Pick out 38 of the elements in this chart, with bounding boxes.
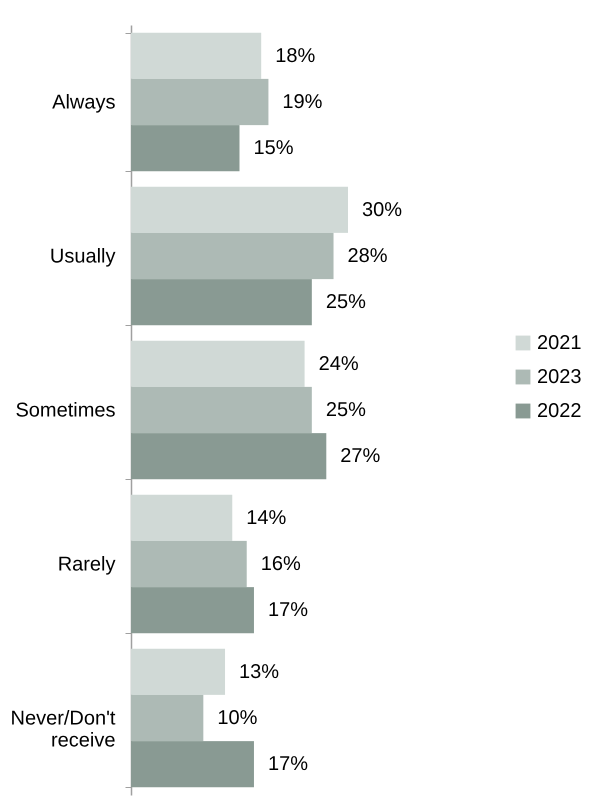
data-label: 17% [268, 599, 308, 622]
y-tick-label: Always [52, 92, 116, 114]
bar [131, 78, 268, 126]
data-label: 10% [217, 707, 258, 729]
data-label: 30% [362, 198, 402, 221]
y-tick-label: Sometimes [15, 400, 116, 422]
bar [131, 694, 204, 742]
data-label: 24% [318, 352, 359, 375]
bar [131, 232, 334, 280]
bar [131, 540, 247, 588]
bar [131, 433, 326, 480]
bar [131, 587, 254, 634]
y-tick-label: Usually [50, 246, 116, 268]
data-label: 25% [326, 399, 366, 421]
legend-label: 2022 [537, 400, 582, 422]
legend-label: 2021 [537, 332, 582, 354]
bar [131, 279, 312, 326]
legend-label: 2023 [537, 366, 582, 388]
bar [131, 125, 240, 172]
bar [131, 741, 254, 788]
data-label: 19% [282, 91, 323, 113]
data-label: 28% [348, 245, 388, 267]
bar [131, 386, 312, 434]
data-label: 25% [326, 291, 366, 314]
bar [131, 32, 262, 79]
data-label: 18% [275, 44, 316, 67]
data-label: 14% [246, 506, 287, 529]
data-label: 13% [239, 660, 280, 683]
bar [131, 494, 232, 541]
y-tick-label: Never/Don't receive [10, 708, 116, 752]
bar [131, 648, 226, 695]
data-label: 15% [254, 137, 294, 160]
bar [131, 186, 348, 233]
y-tick-label: Rarely [58, 554, 116, 576]
data-label: 16% [260, 553, 301, 575]
data-label: 27% [340, 445, 381, 468]
data-label: 17% [268, 753, 308, 776]
bar [131, 340, 305, 387]
